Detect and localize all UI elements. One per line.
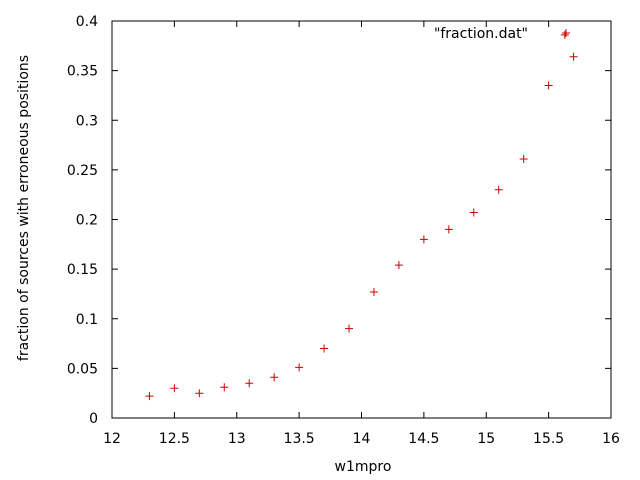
data-point (494, 185, 503, 194)
legend: "fraction.dat" (434, 26, 570, 42)
data-point (544, 81, 553, 90)
plot-frame (111, 20, 612, 419)
tick-labels: 12 12.5 13 13.5 14 14.5 15 15.5 16 0 0.05 0.1 0.15 0.… (67, 14, 620, 447)
y-tick-label: 0.05 (67, 361, 98, 377)
data-point (220, 383, 229, 392)
x-tick-label: 12.5 (159, 431, 190, 447)
data-point (320, 344, 329, 353)
y-tick-label: 0.4 (76, 14, 98, 30)
x-tick-label: 15 (477, 431, 495, 447)
data-point (270, 373, 279, 382)
x-axis-label: w1mpro (335, 459, 392, 475)
data-point (170, 384, 179, 393)
y-tick-label: 0.35 (67, 64, 98, 80)
x-tick-label: 15.5 (533, 431, 564, 447)
data-point (295, 363, 304, 372)
y-tick-label: 0.1 (76, 312, 98, 328)
data-point (369, 287, 378, 296)
x-tick-label: 16 (602, 431, 620, 447)
data-points (145, 30, 578, 401)
y-axis-label: fraction of sources with erroneous posit… (16, 55, 32, 361)
y-tick-label: 0.25 (67, 163, 98, 179)
data-point (560, 30, 569, 39)
data-point (394, 261, 403, 270)
x-tick-label: 13 (228, 431, 246, 447)
data-point (569, 52, 578, 61)
y-tick-label: 0.3 (76, 113, 98, 129)
data-point (195, 389, 204, 398)
legend-label: "fraction.dat" (434, 26, 528, 42)
data-point (519, 154, 528, 163)
x-tick-label: 14 (353, 431, 371, 447)
legend-marker-symbol (562, 29, 570, 37)
data-point (444, 225, 453, 234)
y-tick-label: 0.15 (67, 262, 98, 278)
y-tick-label: 0 (89, 411, 98, 427)
y-tick-label: 0.2 (76, 213, 98, 229)
data-point (245, 379, 254, 388)
data-point (419, 235, 428, 244)
x-tick-label: 13.5 (284, 431, 315, 447)
data-point (345, 324, 354, 333)
x-tick-label: 14.5 (408, 431, 439, 447)
x-tick-label: 12 (103, 431, 121, 447)
data-point (145, 392, 154, 401)
data-point (469, 208, 478, 217)
legend-marker (562, 29, 570, 37)
